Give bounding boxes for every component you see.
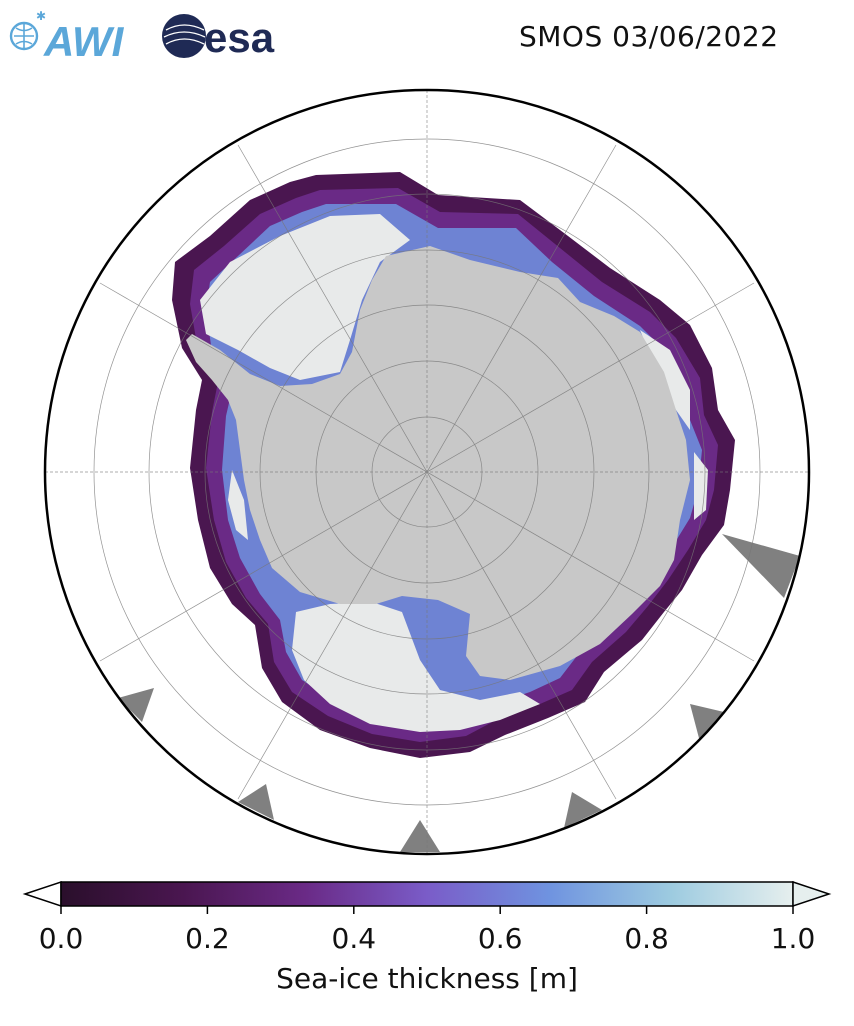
colorbar-tick-label: 0.4 <box>331 922 377 955</box>
colorbar <box>22 880 832 914</box>
no-data-wedge <box>238 784 274 820</box>
colorbar-gradient <box>60 881 794 907</box>
colorbar-tick-label: 0.6 <box>477 922 523 955</box>
colorbar-label: Sea-ice thickness [m] <box>276 962 578 995</box>
no-data-wedge <box>690 704 724 742</box>
logos: ✱ AWI esa <box>9 9 275 64</box>
antarctic-sea-ice-map <box>43 88 811 856</box>
colorbar-tick-label: 1.0 <box>770 922 816 955</box>
map-title: SMOS 03/06/2022 <box>519 20 779 53</box>
esa-logo: esa <box>162 14 275 61</box>
no-data-wedge <box>564 792 602 828</box>
no-data-wedge <box>722 534 800 598</box>
awi-logo-text: AWI <box>43 18 125 64</box>
no-data-wedge <box>400 820 440 852</box>
map-boundary <box>43 88 811 856</box>
star-icon: ✱ <box>36 9 46 23</box>
east-antarctic-ice-patch-2 <box>694 452 708 520</box>
esa-logo-text: esa <box>204 14 275 61</box>
colorbar-tick-label: 0.8 <box>624 922 669 955</box>
graticule <box>45 90 809 854</box>
colorbar-tick-label: 0.2 <box>185 922 230 955</box>
colorbar-extend-min <box>22 880 62 908</box>
colorbar-extend-max <box>792 880 832 908</box>
antarctica-land <box>186 246 690 680</box>
awi-logo: ✱ AWI <box>9 9 125 64</box>
colorbar-tick-label: 0.0 <box>38 922 84 955</box>
esa-emblem-icon <box>162 14 206 58</box>
no-data-wedge <box>118 688 154 722</box>
west-antarctic-ice-patch <box>228 470 248 540</box>
colorbar-tickmarks <box>60 906 794 914</box>
ross-sea-thick-ice <box>292 602 540 732</box>
